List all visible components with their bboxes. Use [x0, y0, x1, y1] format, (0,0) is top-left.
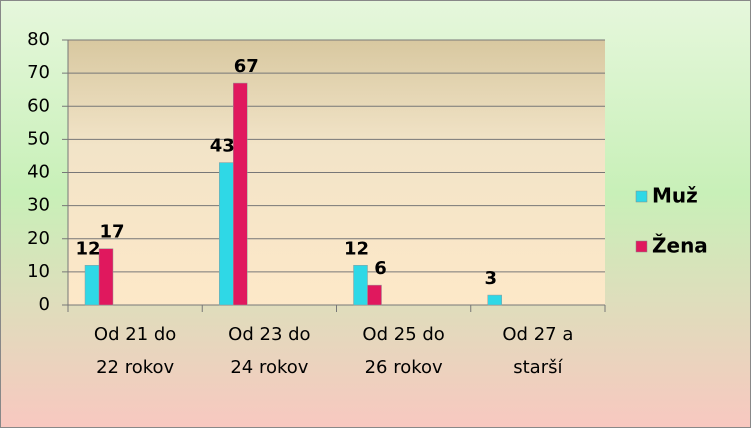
bar: [487, 294, 502, 306]
legend-label: Žena: [652, 234, 708, 258]
y-tick-label: 0: [39, 294, 50, 315]
x-tick-label: Od 27 a starší: [502, 324, 573, 378]
bar: [98, 248, 114, 306]
value-label: 12: [344, 238, 369, 259]
x-tick-label: Od 21 do 22 rokov: [94, 324, 176, 378]
bar: [353, 265, 368, 306]
value-label: 12: [75, 238, 100, 259]
y-tick-label: 70: [27, 62, 50, 83]
x-tick-label: Od 23 do 24 rokov: [228, 324, 310, 378]
legend-swatch: [635, 240, 648, 253]
value-label: 17: [99, 222, 124, 243]
y-tick-label: 10: [27, 261, 50, 282]
value-label: 43: [210, 136, 235, 157]
bar: [367, 284, 382, 306]
x-tick-label: Od 25 do 26 rokov: [362, 324, 444, 378]
y-tick-label: 40: [27, 162, 50, 183]
y-tick-label: 80: [27, 29, 50, 50]
value-label: 67: [234, 56, 259, 77]
bar: [233, 82, 248, 306]
y-tick-label: 20: [27, 228, 50, 249]
y-tick-label: 30: [27, 195, 50, 216]
value-label: 6: [374, 258, 387, 279]
bar: [219, 162, 234, 306]
legend-label: Muž: [652, 184, 698, 208]
bar: [84, 265, 100, 306]
legend-swatch: [635, 190, 648, 203]
y-tick-label: 50: [27, 128, 50, 149]
value-label: 3: [484, 268, 497, 289]
y-tick-label: 60: [27, 95, 50, 116]
